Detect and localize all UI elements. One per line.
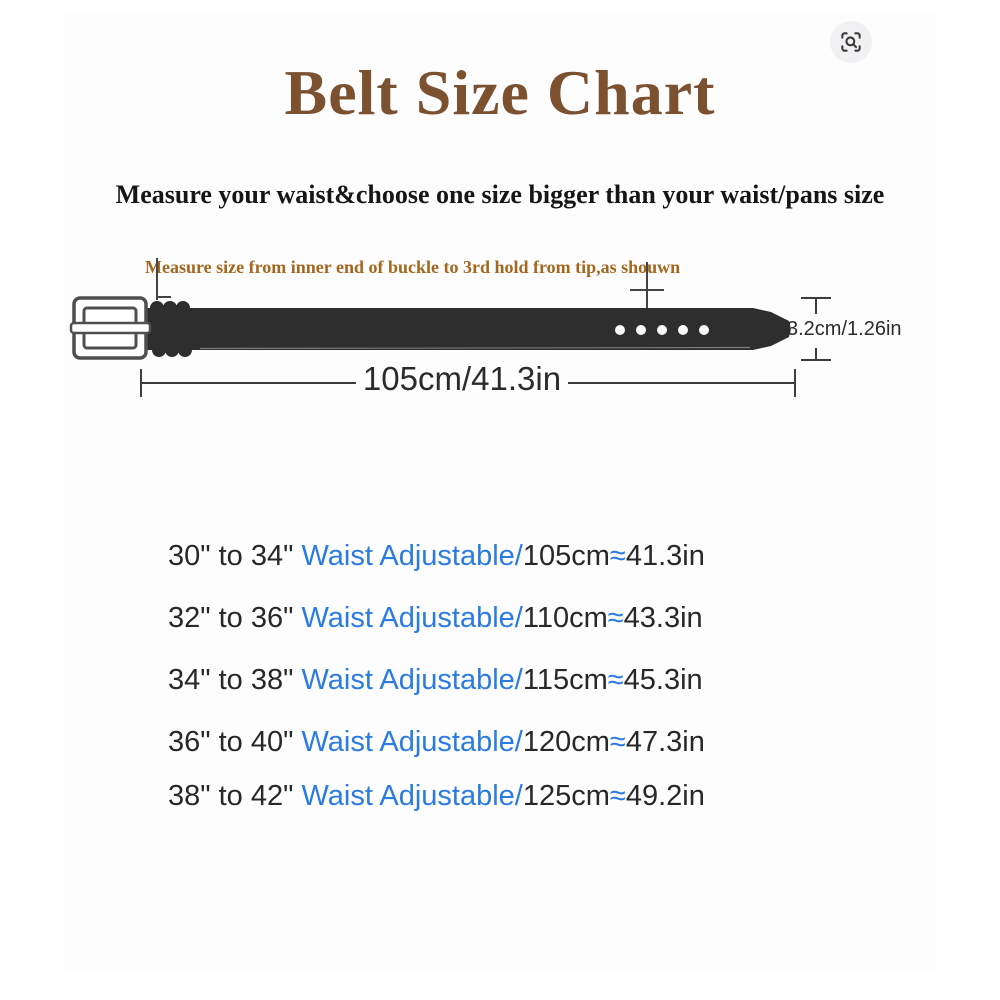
- size-row: 30" to 34" Waist Adjustable/105cm ≈41.3in: [168, 540, 705, 574]
- size-adjustable-label: Waist Adjustable/: [301, 726, 523, 758]
- size-range: 32" to 36": [168, 602, 302, 634]
- size-inch: 45.3in: [623, 664, 703, 696]
- size-inch: 49.2in: [625, 780, 705, 812]
- size-row: 32" to 36" Waist Adjustable/110cm ≈43.3in: [168, 602, 705, 636]
- approx-symbol: ≈: [609, 780, 626, 812]
- scan-search-icon: [841, 32, 861, 52]
- size-inch: 43.3in: [623, 602, 703, 634]
- page-title: Belt Size Chart: [284, 57, 716, 128]
- size-range: 34" to 38": [168, 664, 302, 696]
- approx-symbol: ≈: [609, 726, 626, 758]
- size-cm: 110cm: [522, 602, 608, 634]
- size-range: 38" to 42": [168, 780, 302, 812]
- left-callout-line: [156, 258, 171, 300]
- approx-symbol: ≈: [607, 602, 624, 634]
- belt-holes: [615, 325, 709, 335]
- right-callout-line: [630, 262, 664, 308]
- size-range: 36" to 40": [168, 726, 302, 758]
- size-row: 38" to 42" Waist Adjustable/125cm ≈49.2in: [168, 780, 705, 814]
- size-adjustable-label: Waist Adjustable/: [301, 664, 523, 696]
- size-cm: 105cm: [522, 540, 610, 572]
- size-cm: 120cm: [522, 726, 610, 758]
- size-list: 30" to 34" Waist Adjustable/105cm ≈41.3in…: [168, 540, 705, 842]
- belt-width-label: 3.2cm/1.26in: [787, 318, 902, 340]
- size-row: 34" to 38" Waist Adjustable/115cm ≈45.3in: [168, 664, 705, 698]
- content-panel: [65, 14, 935, 972]
- approx-symbol: ≈: [609, 540, 626, 572]
- belt-strap: [146, 301, 791, 357]
- belt-buckle: [69, 296, 152, 360]
- approx-symbol: ≈: [607, 664, 624, 696]
- size-adjustable-label: Waist Adjustable/: [301, 602, 523, 634]
- size-cm: 115cm: [522, 664, 608, 696]
- size-adjustable-label: Waist Adjustable/: [301, 780, 523, 812]
- size-cm: 125cm: [522, 780, 610, 812]
- belt-illustration: [69, 258, 831, 397]
- size-inch: 41.3in: [625, 540, 705, 572]
- width-dimension-line: [801, 297, 831, 361]
- image-search-button[interactable]: [830, 21, 872, 63]
- length-dimension-line: [140, 369, 796, 397]
- size-inch: 47.3in: [625, 726, 705, 758]
- measure-annotation: Measure size from inner end of buckle to…: [145, 257, 681, 277]
- size-row: 36" to 40" Waist Adjustable/120cm ≈47.3in: [168, 726, 705, 760]
- size-adjustable-label: Waist Adjustable/: [301, 540, 523, 572]
- page-subtitle: Measure your waist&choose one size bigge…: [115, 180, 885, 209]
- size-range: 30" to 34": [168, 540, 302, 572]
- belt-length-label: 105cm/41.3in: [362, 360, 562, 397]
